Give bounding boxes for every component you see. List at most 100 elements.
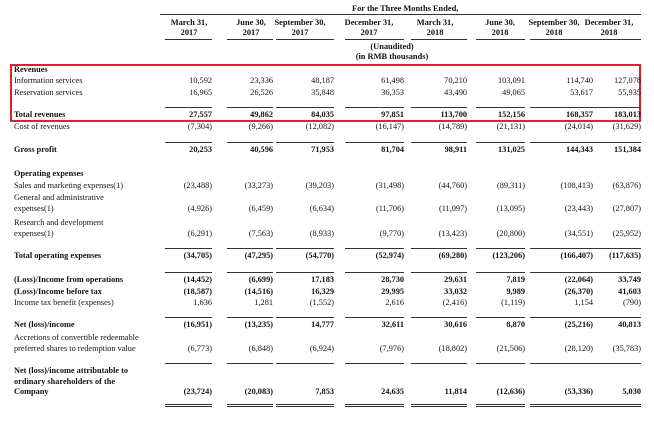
subtotal-rule xyxy=(585,363,641,364)
row-label: Research and development xyxy=(14,218,104,227)
row-label: (Loss)/Income before tax xyxy=(14,287,102,296)
row-value: 8,870 xyxy=(506,320,525,329)
column-header-period: December 31, xyxy=(344,18,394,27)
subtotal-rule xyxy=(530,248,593,249)
column-header-period: June 30, xyxy=(485,18,515,27)
row-value: (117,635) xyxy=(608,251,641,260)
row-value: 2,616 xyxy=(385,298,404,307)
total-rule xyxy=(165,404,212,405)
subtotal-rule xyxy=(411,107,467,108)
row-value: 1,154 xyxy=(574,298,593,307)
row-label: Income tax benefit (expenses) xyxy=(14,298,114,307)
row-value: (39,203) xyxy=(305,181,334,190)
row-value: (9,770) xyxy=(379,228,404,238)
row-value: 10,592 xyxy=(189,76,212,85)
row-value: 53,617 xyxy=(570,88,593,97)
row-value: (6,848) xyxy=(248,343,273,353)
row-label: Sales and marketing expenses(1) xyxy=(14,181,123,190)
row-label: preferred shares to redemption value xyxy=(14,343,136,353)
row-value: (18,587) xyxy=(183,287,212,296)
row-value: 144,343 xyxy=(566,145,593,154)
subtotal-rule xyxy=(476,272,525,273)
row-value: 61,498 xyxy=(381,76,404,85)
subtotal-rule xyxy=(165,317,212,318)
row-value: (13,423) xyxy=(438,228,467,238)
row-value: 183,013 xyxy=(614,110,641,119)
subtotal-rule xyxy=(276,107,334,108)
row-value: (16,147) xyxy=(375,122,404,131)
row-value: 84,035 xyxy=(311,110,334,119)
row-value: (26,370) xyxy=(564,287,593,296)
row-label: Company xyxy=(14,387,49,396)
total-rule xyxy=(530,406,593,407)
header-rule xyxy=(160,14,641,15)
row-value: (11,097) xyxy=(438,203,467,213)
row-value: (18,802) xyxy=(438,343,467,353)
subtotal-rule xyxy=(227,248,273,249)
subtotal-rule xyxy=(411,142,467,143)
subtotal-rule xyxy=(530,317,593,318)
subtotal-rule xyxy=(165,272,212,273)
row-label: Information services xyxy=(14,76,83,85)
row-value: 114,740 xyxy=(566,76,593,85)
total-rule xyxy=(276,406,334,407)
row-value: (20,800) xyxy=(496,228,525,238)
subtotal-rule xyxy=(345,107,404,108)
row-value: (11,706) xyxy=(375,203,404,213)
subtotal-rule xyxy=(476,317,525,318)
row-value: 131,025 xyxy=(498,145,525,154)
subtotal-rule xyxy=(476,107,525,108)
row-value: 24,635 xyxy=(381,387,404,396)
row-value: (6,291) xyxy=(187,228,212,238)
row-value: 97,851 xyxy=(381,110,404,119)
column-header-rule xyxy=(345,39,404,40)
row-value: 1,636 xyxy=(193,298,212,307)
row-value: (13,235) xyxy=(244,320,273,329)
subtotal-rule xyxy=(476,248,525,249)
subtotal-rule xyxy=(585,107,641,108)
subtotal-rule xyxy=(530,142,593,143)
subtotal-rule xyxy=(411,248,467,249)
row-label: General and administrative xyxy=(14,193,104,202)
row-value: (1,119) xyxy=(501,298,525,307)
row-value: (12,636) xyxy=(496,387,525,396)
unaudited-note: (Unaudited) xyxy=(370,42,414,51)
total-rule xyxy=(411,404,467,405)
row-value: 40,596 xyxy=(250,145,273,154)
row-value: 43,490 xyxy=(444,88,467,97)
row-value: 16,329 xyxy=(311,287,334,296)
row-value: 98,911 xyxy=(444,145,467,154)
subtotal-rule xyxy=(585,272,641,273)
total-rule xyxy=(276,404,334,405)
subtotal-rule xyxy=(530,363,593,364)
row-value: 103,091 xyxy=(498,76,525,85)
row-value: (27,807) xyxy=(612,203,641,213)
column-header-rule xyxy=(165,39,212,40)
subtotal-rule xyxy=(530,272,593,273)
subtotal-rule xyxy=(227,272,273,273)
row-value: 168,357 xyxy=(566,110,593,119)
row-value: (6,924) xyxy=(309,343,334,353)
total-rule xyxy=(585,406,641,407)
row-value: (44,760) xyxy=(438,181,467,190)
subtotal-rule xyxy=(530,107,593,108)
subtotal-rule xyxy=(165,363,212,364)
row-value: (89,311) xyxy=(496,181,525,190)
subtotal-rule xyxy=(276,248,334,249)
column-header-year: 2018 xyxy=(491,28,509,37)
row-value: 49,862 xyxy=(250,110,273,119)
subtotal-rule xyxy=(411,363,467,364)
row-label: Gross profit xyxy=(14,145,57,154)
row-value: 20,253 xyxy=(189,145,212,154)
column-header-rule xyxy=(476,39,525,40)
row-value: 33,749 xyxy=(618,275,641,284)
column-header-year: 2018 xyxy=(545,28,563,37)
row-value: (69,280) xyxy=(438,251,467,260)
row-value: 30,616 xyxy=(444,320,467,329)
row-value: (8,933) xyxy=(309,228,334,238)
row-value: (6,634) xyxy=(309,203,334,213)
row-label: Revenues xyxy=(14,65,48,74)
total-rule xyxy=(165,406,212,407)
row-label: (Loss)/Income from operations xyxy=(14,275,124,284)
